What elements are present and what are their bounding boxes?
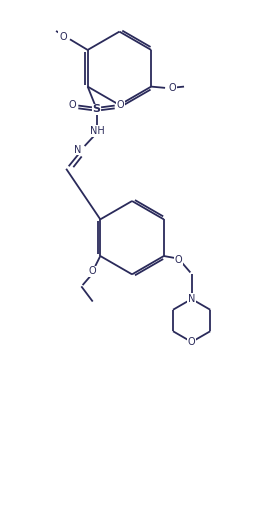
Text: NH: NH — [90, 126, 105, 136]
Text: O: O — [188, 337, 195, 347]
Text: O: O — [59, 32, 67, 42]
Text: N: N — [188, 294, 195, 304]
Text: O: O — [117, 100, 124, 110]
Text: O: O — [89, 266, 97, 276]
Text: O: O — [174, 255, 182, 265]
Text: N: N — [188, 294, 195, 304]
Text: O: O — [69, 100, 76, 110]
Text: N: N — [74, 145, 81, 155]
Text: S: S — [92, 105, 101, 114]
Text: O: O — [169, 83, 176, 93]
